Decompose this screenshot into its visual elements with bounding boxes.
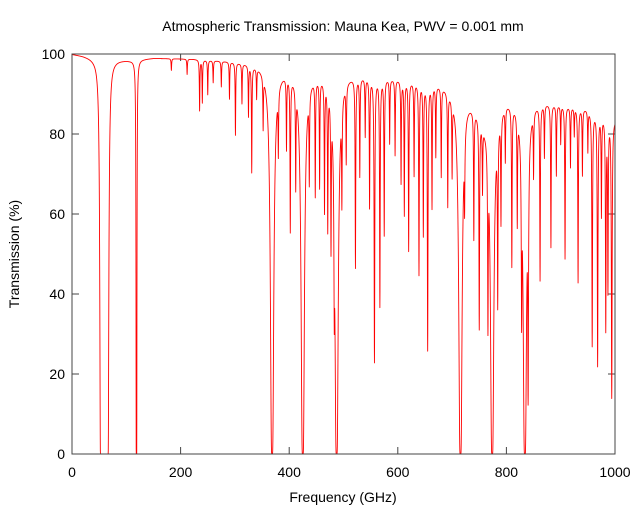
y-tick-label: 20 [49,366,65,382]
y-tick-label: 100 [42,46,66,62]
x-tick-label: 800 [495,464,519,480]
x-tick-label: 400 [278,464,302,480]
plot-frame [71,53,616,455]
axis-ticks: 0 200 400 600 800 1000 0 20 40 60 80 100 [42,46,631,480]
x-tick-label: 0 [68,464,76,480]
x-tick-label: 200 [169,464,193,480]
x-axis-label: Frequency (GHz) [289,489,396,505]
y-tick-label: 60 [49,206,65,222]
x-tick-label: 600 [386,464,410,480]
y-tick-label: 0 [57,446,65,462]
y-tick-label: 80 [49,126,65,142]
y-axis-label: Transmission (%) [6,200,22,308]
x-tick-label: 1000 [599,464,630,480]
chart-title: Atmospheric Transmission: Mauna Kea, PWV… [162,18,523,34]
y-tick-label: 40 [49,286,65,302]
transmission-series-line [72,54,615,454]
